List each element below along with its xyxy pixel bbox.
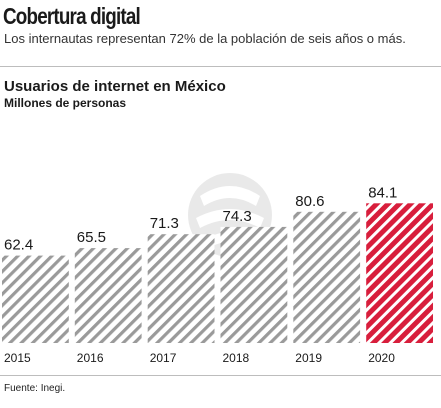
chart-unit-label: Millones de personas [4, 96, 127, 110]
value-label-2015: 62.4 [4, 237, 33, 254]
bar-2020 [366, 203, 433, 343]
x-tick-2018: 2018 [223, 351, 250, 365]
subtitle: Los internautas representan 72% de la po… [4, 31, 406, 46]
bar-2018 [220, 226, 288, 343]
bar-2019 [293, 211, 361, 343]
value-label-2019: 80.6 [295, 193, 324, 210]
value-label-2017: 71.3 [150, 215, 179, 232]
x-tick-2017: 2017 [150, 351, 177, 365]
value-label-2020: 84.1 [368, 184, 397, 201]
chart-title: Usuarios de internet en México [4, 78, 226, 95]
headline: Cobertura digital [3, 3, 141, 29]
x-tick-2019: 2019 [295, 351, 322, 365]
top-divider [0, 66, 441, 67]
value-label-2016: 65.5 [77, 229, 106, 246]
x-tick-2015: 2015 [4, 351, 31, 365]
x-tick-2020: 2020 [368, 351, 395, 365]
bottom-divider [0, 375, 441, 376]
bar-2016 [74, 248, 142, 343]
x-tick-2016: 2016 [77, 351, 104, 365]
value-label-2018: 74.3 [223, 208, 252, 225]
bar-2015 [2, 255, 69, 343]
source-note: Fuente: Inegi. [4, 383, 66, 394]
bar-2017 [147, 234, 215, 343]
